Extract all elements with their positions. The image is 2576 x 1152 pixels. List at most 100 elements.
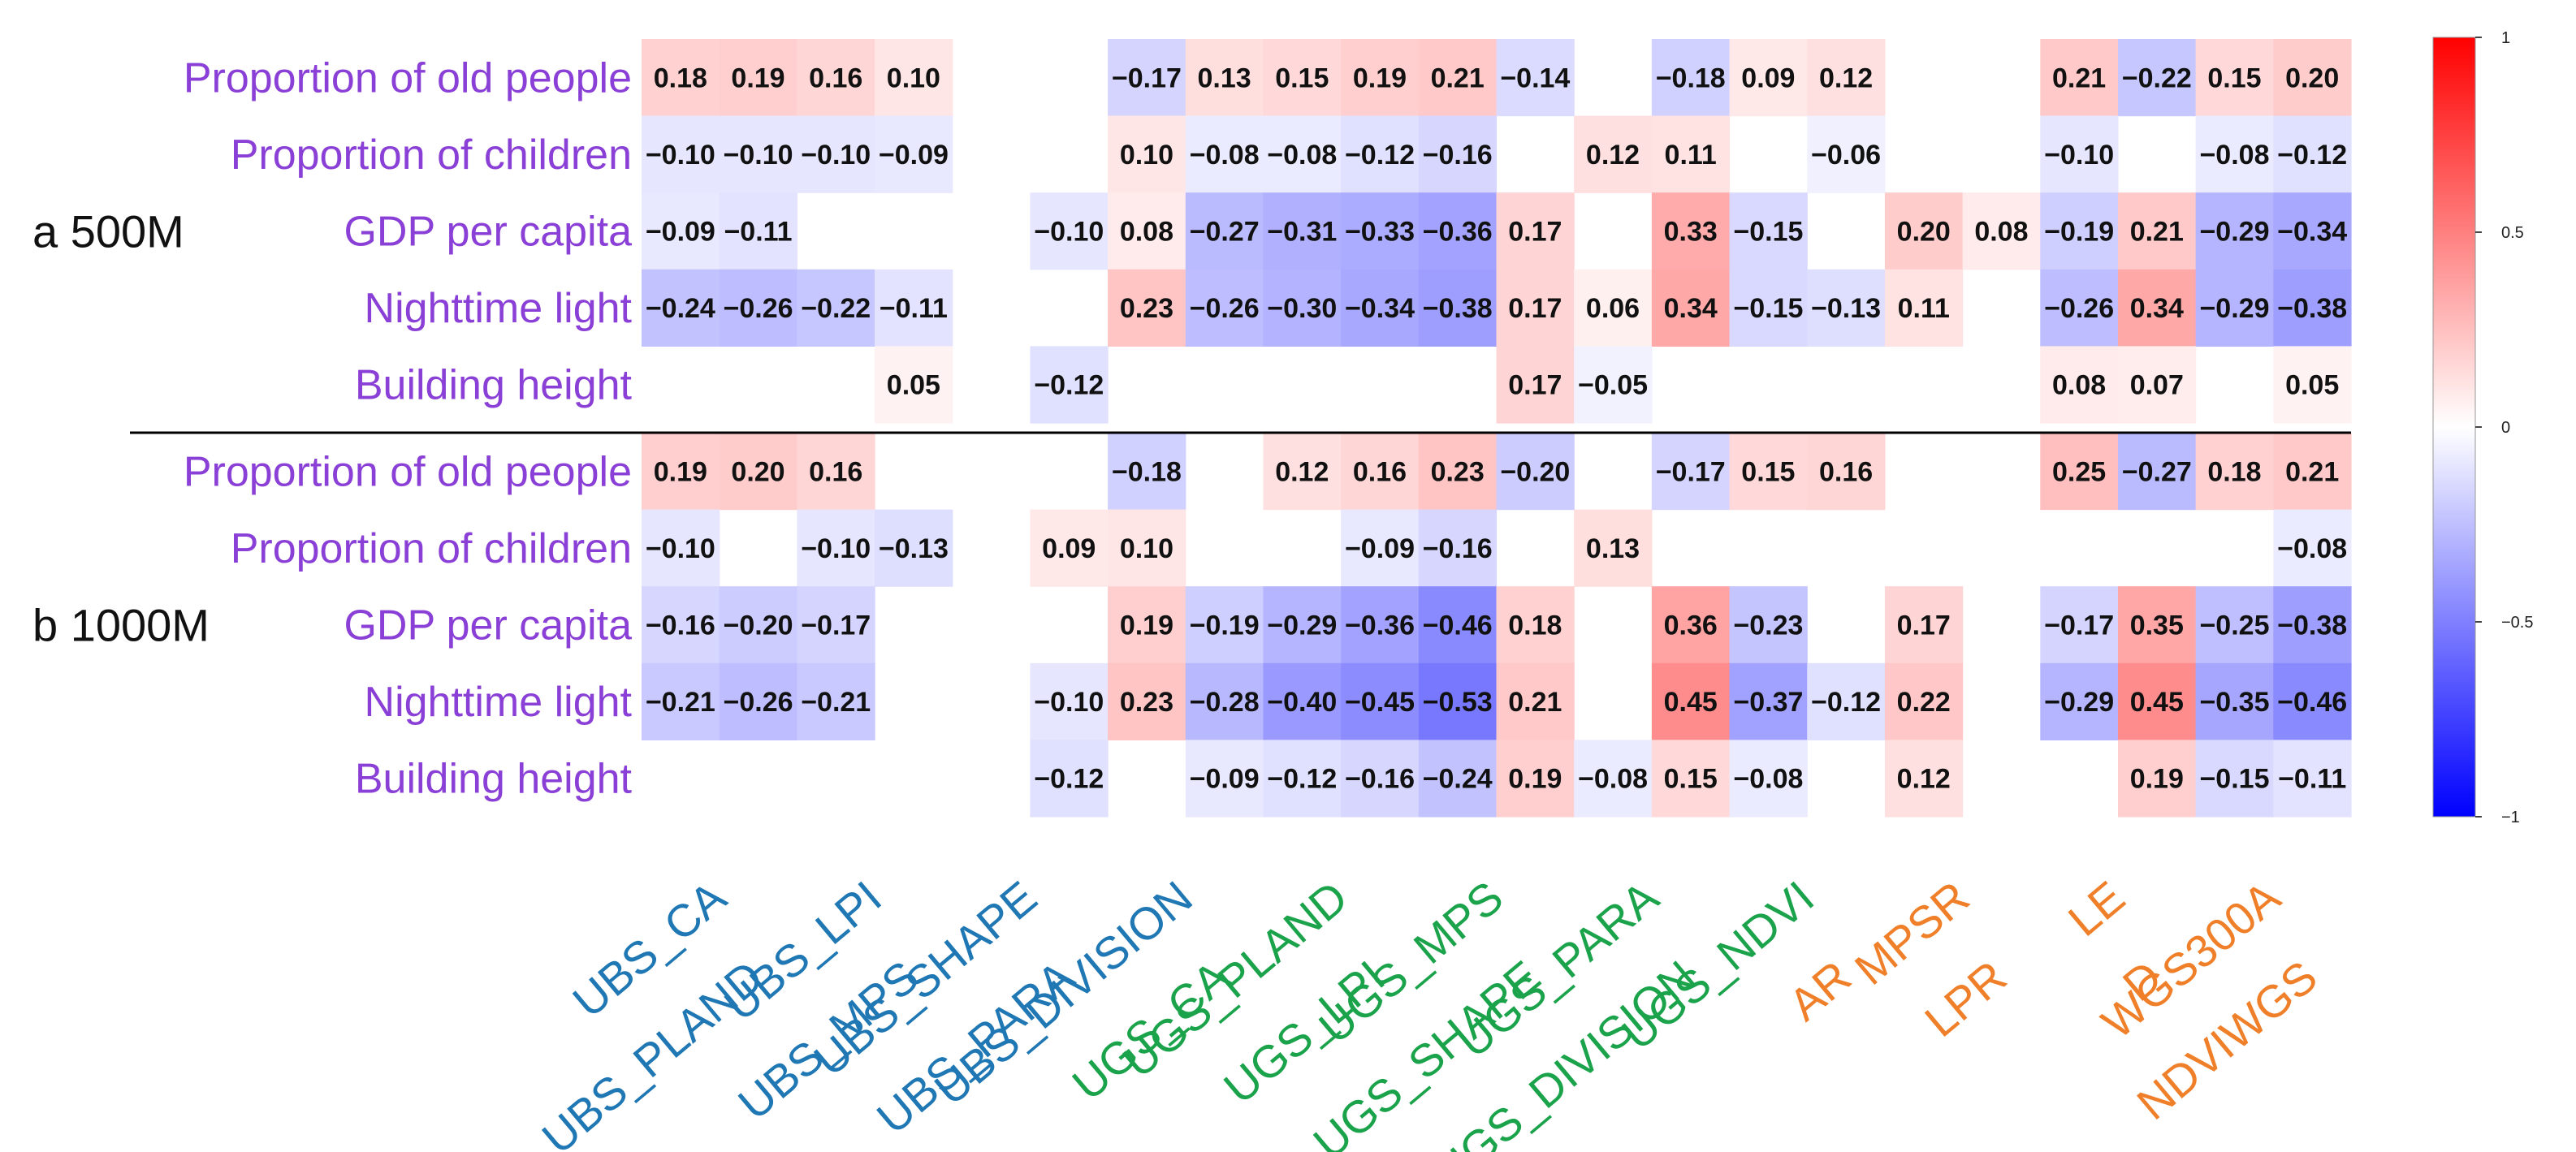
heatmap-cell-value: −0.20 — [724, 611, 793, 641]
heatmap-cell — [642, 115, 720, 193]
heatmap-cell — [1729, 586, 1808, 664]
heatmap-cell — [642, 509, 720, 587]
heatmap-cell-value: 0.10 — [1120, 140, 1173, 170]
row-label: Building height — [355, 362, 633, 409]
column-label: LE — [2059, 871, 2134, 946]
heatmap-cell — [2273, 39, 2352, 117]
heatmap-cell — [2040, 662, 2119, 740]
heatmap-cell-value: 0.21 — [1431, 63, 1485, 93]
heatmap-cell-value: −0.23 — [1733, 611, 1803, 641]
heatmap-cell — [719, 39, 797, 117]
heatmap-cell-value: 0.34 — [2130, 293, 2184, 324]
heatmap-cell-value: −0.09 — [1345, 533, 1415, 564]
heatmap-cell — [1108, 269, 1186, 347]
heatmap-cell — [2273, 509, 2352, 587]
heatmap-cell — [1341, 509, 1420, 587]
heatmap-cell-value: −0.08 — [2277, 533, 2347, 564]
heatmap-cell — [2040, 115, 2119, 193]
heatmap-cell — [797, 39, 875, 117]
column-label: LPR — [1915, 951, 2016, 1046]
heatmap-cell — [797, 662, 875, 740]
heatmap-cell-value: 0.05 — [2285, 370, 2339, 401]
heatmap-cell — [1263, 39, 1342, 117]
heatmap-cell — [875, 346, 953, 424]
heatmap-cell-value: −0.17 — [2044, 611, 2114, 641]
heatmap-cell — [1030, 192, 1109, 270]
heatmap-cell-value: −0.16 — [646, 611, 715, 641]
heatmap-cell-value: 0.08 — [2052, 370, 2106, 401]
heatmap-cell — [1341, 192, 1420, 270]
heatmap-cell-value: −0.08 — [1578, 764, 1648, 795]
heatmap-cell-value: 0.05 — [887, 370, 940, 401]
heatmap-cell — [1496, 39, 1575, 117]
heatmap-cell — [2195, 115, 2274, 193]
heatmap-cell — [2040, 192, 2119, 270]
heatmap-cell-value: −0.26 — [724, 687, 793, 718]
heatmap-cell — [1418, 115, 1498, 193]
heatmap-cell — [1418, 740, 1498, 818]
heatmap-cell — [797, 433, 875, 511]
heatmap-cell — [1574, 740, 1653, 818]
heatmap-cell-value: 0.33 — [1664, 217, 1718, 248]
heatmap-cell-value: 0.21 — [2285, 456, 2339, 487]
heatmap-cell-value: −0.18 — [1656, 63, 1726, 93]
heatmap-cell-value: −0.12 — [1034, 764, 1104, 795]
heatmap-cell-value: −0.12 — [1345, 140, 1415, 170]
heatmap-cell — [1263, 433, 1342, 511]
heatmap-cell — [1651, 433, 1731, 511]
heatmap-cell — [1185, 192, 1264, 270]
heatmap-cell — [1884, 586, 1964, 664]
heatmap-cell — [1807, 39, 1886, 117]
colorbar-legend: 1 0.5 0 −0.5 −1 — [2432, 29, 2533, 826]
heatmap-cell — [719, 192, 797, 270]
heatmap-cell-value: −0.40 — [1267, 687, 1337, 718]
heatmap-cell — [719, 662, 797, 740]
heatmap-cell-value: 0.17 — [1508, 217, 1562, 248]
colorbar-tick-label: −1 — [2501, 809, 2520, 826]
heatmap-cell — [2195, 39, 2274, 117]
heatmap-cell-value: −0.37 — [1733, 687, 1803, 718]
heatmap-cell — [1341, 115, 1420, 193]
heatmap-cell-value: −0.36 — [1345, 611, 1415, 641]
heatmap-cell-value: 0.23 — [1120, 293, 1173, 324]
heatmap-cell-value: −0.21 — [646, 687, 715, 718]
heatmap-cell — [797, 586, 875, 664]
panel-label: a 500M — [32, 206, 184, 257]
row-label: Proportion of children — [231, 525, 632, 572]
heatmap-cell — [2117, 192, 2197, 270]
heatmap-cell — [1651, 269, 1731, 347]
heatmap-cell-value: −0.08 — [2199, 140, 2269, 170]
heatmap-cell-value: −0.16 — [1423, 533, 1493, 564]
heatmap-cell-value: −0.09 — [1190, 764, 1260, 795]
heatmap-cell — [1341, 740, 1420, 818]
column-label: AR — [1779, 951, 1861, 1030]
heatmap-cell-value: 0.25 — [2052, 456, 2106, 487]
heatmap-cell — [2273, 433, 2352, 511]
heatmap-cell — [1263, 662, 1342, 740]
heatmap-cell — [1651, 586, 1731, 664]
heatmap-cell — [1185, 115, 1264, 193]
heatmap-cell-value: 0.20 — [1897, 217, 1951, 248]
row-label: Proportion of old people — [184, 448, 632, 495]
heatmap-cell — [2273, 586, 2352, 664]
heatmap-cell — [797, 509, 875, 587]
heatmap-cell — [1263, 115, 1342, 193]
heatmap-cell-value: −0.19 — [1190, 611, 1260, 641]
heatmap-cell-value: 0.17 — [1897, 611, 1951, 641]
heatmap-cell-value: 0.06 — [1586, 293, 1640, 324]
heatmap-cell-value: −0.16 — [1345, 764, 1415, 795]
heatmap-cell-value: −0.29 — [1267, 611, 1337, 641]
heatmap-cell-value: −0.27 — [1190, 217, 1260, 248]
panel-label: b 1000M — [32, 600, 210, 651]
heatmap-cell — [1729, 192, 1808, 270]
heatmap-cell-value: −0.13 — [1811, 293, 1881, 324]
heatmap-cell-value: −0.10 — [646, 140, 715, 170]
heatmap-cell — [1185, 269, 1264, 347]
heatmap-cell-value: 0.15 — [2207, 63, 2261, 93]
heatmap-cell — [2273, 346, 2352, 424]
heatmap-cell — [1729, 740, 1808, 818]
heatmap-cell — [1418, 662, 1498, 740]
heatmap-cell-value: −0.34 — [2277, 217, 2347, 248]
colorbar-tick-label: −0.5 — [2501, 614, 2533, 632]
heatmap-cell — [2117, 740, 2197, 818]
